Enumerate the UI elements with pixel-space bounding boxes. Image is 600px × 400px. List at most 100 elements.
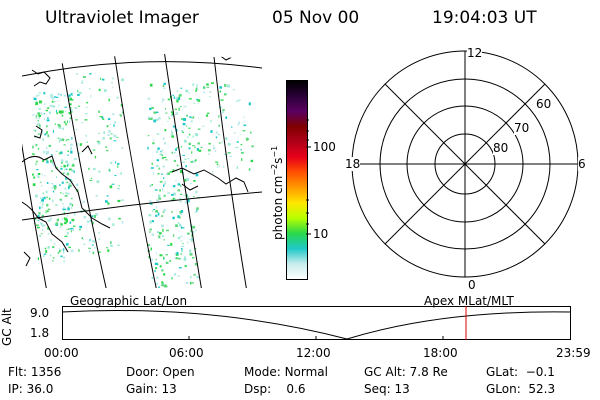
emission-pixel	[58, 104, 60, 107]
seq-field: Seq: 13	[364, 382, 410, 396]
emission-pixel	[77, 89, 79, 93]
emission-pixel	[69, 168, 72, 171]
emission-pixel	[150, 167, 154, 169]
altitude-curve	[62, 310, 571, 340]
apex-label: Apex MLat/MLT	[424, 294, 514, 308]
emission-pixel	[91, 215, 94, 218]
emission-pixel	[218, 115, 220, 118]
emission-pixel	[165, 108, 166, 110]
emission-pixel	[89, 238, 91, 242]
emission-pixel	[159, 265, 162, 268]
emission-pixel	[210, 130, 213, 133]
emission-pixel	[48, 144, 52, 147]
emission-pixel	[53, 242, 56, 245]
emission-pixel	[180, 146, 182, 148]
emission-pixel	[68, 95, 71, 99]
geographic-map	[22, 54, 262, 288]
emission-pixel	[63, 144, 66, 146]
emission-pixel	[193, 273, 196, 276]
emission-pixel	[172, 197, 176, 201]
emission-pixel	[70, 150, 73, 154]
alt-axis-title: GC Alt	[0, 308, 14, 346]
emission-pixel	[164, 129, 167, 132]
emission-pixel	[96, 180, 100, 184]
emission-pixel	[95, 194, 98, 197]
emission-pixel	[49, 104, 53, 107]
colorbar-ticks	[306, 119, 311, 235]
emission-pixel	[73, 225, 76, 227]
emission-pixel	[163, 82, 166, 85]
emission-pixel	[64, 187, 67, 190]
emission-pixel	[198, 149, 202, 152]
emission-pixel	[40, 222, 43, 225]
emission-pixel	[51, 187, 53, 189]
emission-pixel	[98, 88, 101, 91]
emission-pixel	[158, 194, 161, 198]
emission-pixel	[83, 215, 87, 219]
emission-pixel	[155, 210, 158, 213]
emission-pixel	[57, 124, 61, 126]
emission-pixel	[36, 169, 39, 171]
emission-pixel	[147, 244, 150, 246]
emission-pixel	[59, 138, 62, 141]
emission-pixel	[71, 197, 73, 200]
glon-label: GLon:	[486, 382, 521, 396]
emission-pixel	[159, 181, 163, 183]
emission-pixel	[187, 232, 190, 235]
emission-pixel	[68, 183, 71, 185]
emission-pixel	[76, 128, 78, 130]
emission-pixel	[37, 94, 40, 96]
emission-pixel	[33, 129, 37, 131]
emission-pixel	[46, 196, 48, 199]
gain-label: Gain:	[126, 382, 158, 396]
emission-pixel	[55, 222, 58, 225]
emission-pixel	[197, 102, 199, 104]
emission-pixel	[159, 232, 162, 235]
emission-pixel	[69, 107, 72, 109]
emission-pixel	[36, 160, 38, 163]
emission-pixel	[195, 133, 199, 137]
ip-value: 36.0	[26, 382, 54, 396]
emission-pixel	[236, 100, 239, 102]
emission-pixel	[35, 100, 38, 103]
time-tick-0600: 06:00	[169, 346, 204, 360]
emission-pixel	[99, 116, 103, 118]
emission-pixel	[155, 214, 158, 217]
emission-pixel	[60, 94, 62, 96]
emission-pixel	[75, 119, 78, 121]
emission-pixel	[223, 93, 227, 96]
emission-pixel	[149, 83, 153, 87]
emission-pixel	[69, 97, 72, 101]
instrument-title: Ultraviolet Imager	[45, 8, 199, 28]
emission-pixel	[85, 112, 88, 115]
emission-pixel	[114, 121, 116, 124]
emission-pixel	[91, 177, 93, 179]
emission-pixel	[43, 118, 45, 121]
emission-pixel	[187, 196, 189, 199]
emission-pixel	[48, 111, 51, 114]
emission-pixel	[40, 112, 43, 116]
lat-label-70: 70	[514, 121, 530, 135]
emission-pixel	[162, 98, 165, 101]
emission-pixel	[224, 83, 227, 87]
emission-pixel	[187, 158, 190, 160]
emission-pixel	[159, 254, 163, 257]
emission-pixel	[35, 102, 39, 105]
emission-pixel	[180, 87, 183, 89]
emission-pixel	[113, 134, 117, 138]
emission-pixel	[120, 104, 123, 107]
emission-pixel	[183, 258, 187, 261]
glon-value: 52.3	[528, 382, 556, 396]
emission-pixel	[195, 173, 199, 177]
emission-pixel	[165, 254, 168, 256]
emission-pixel	[167, 172, 170, 175]
glat-label: GLat:	[486, 365, 519, 379]
emission-pixel	[95, 213, 98, 216]
door-value: Open	[162, 365, 195, 379]
emission-pixel	[38, 108, 41, 110]
emission-pixel	[106, 149, 109, 152]
emission-pixel	[211, 82, 214, 84]
emission-pixel	[196, 84, 198, 87]
emission-pixel	[46, 203, 49, 207]
emission-pixel	[212, 145, 214, 147]
